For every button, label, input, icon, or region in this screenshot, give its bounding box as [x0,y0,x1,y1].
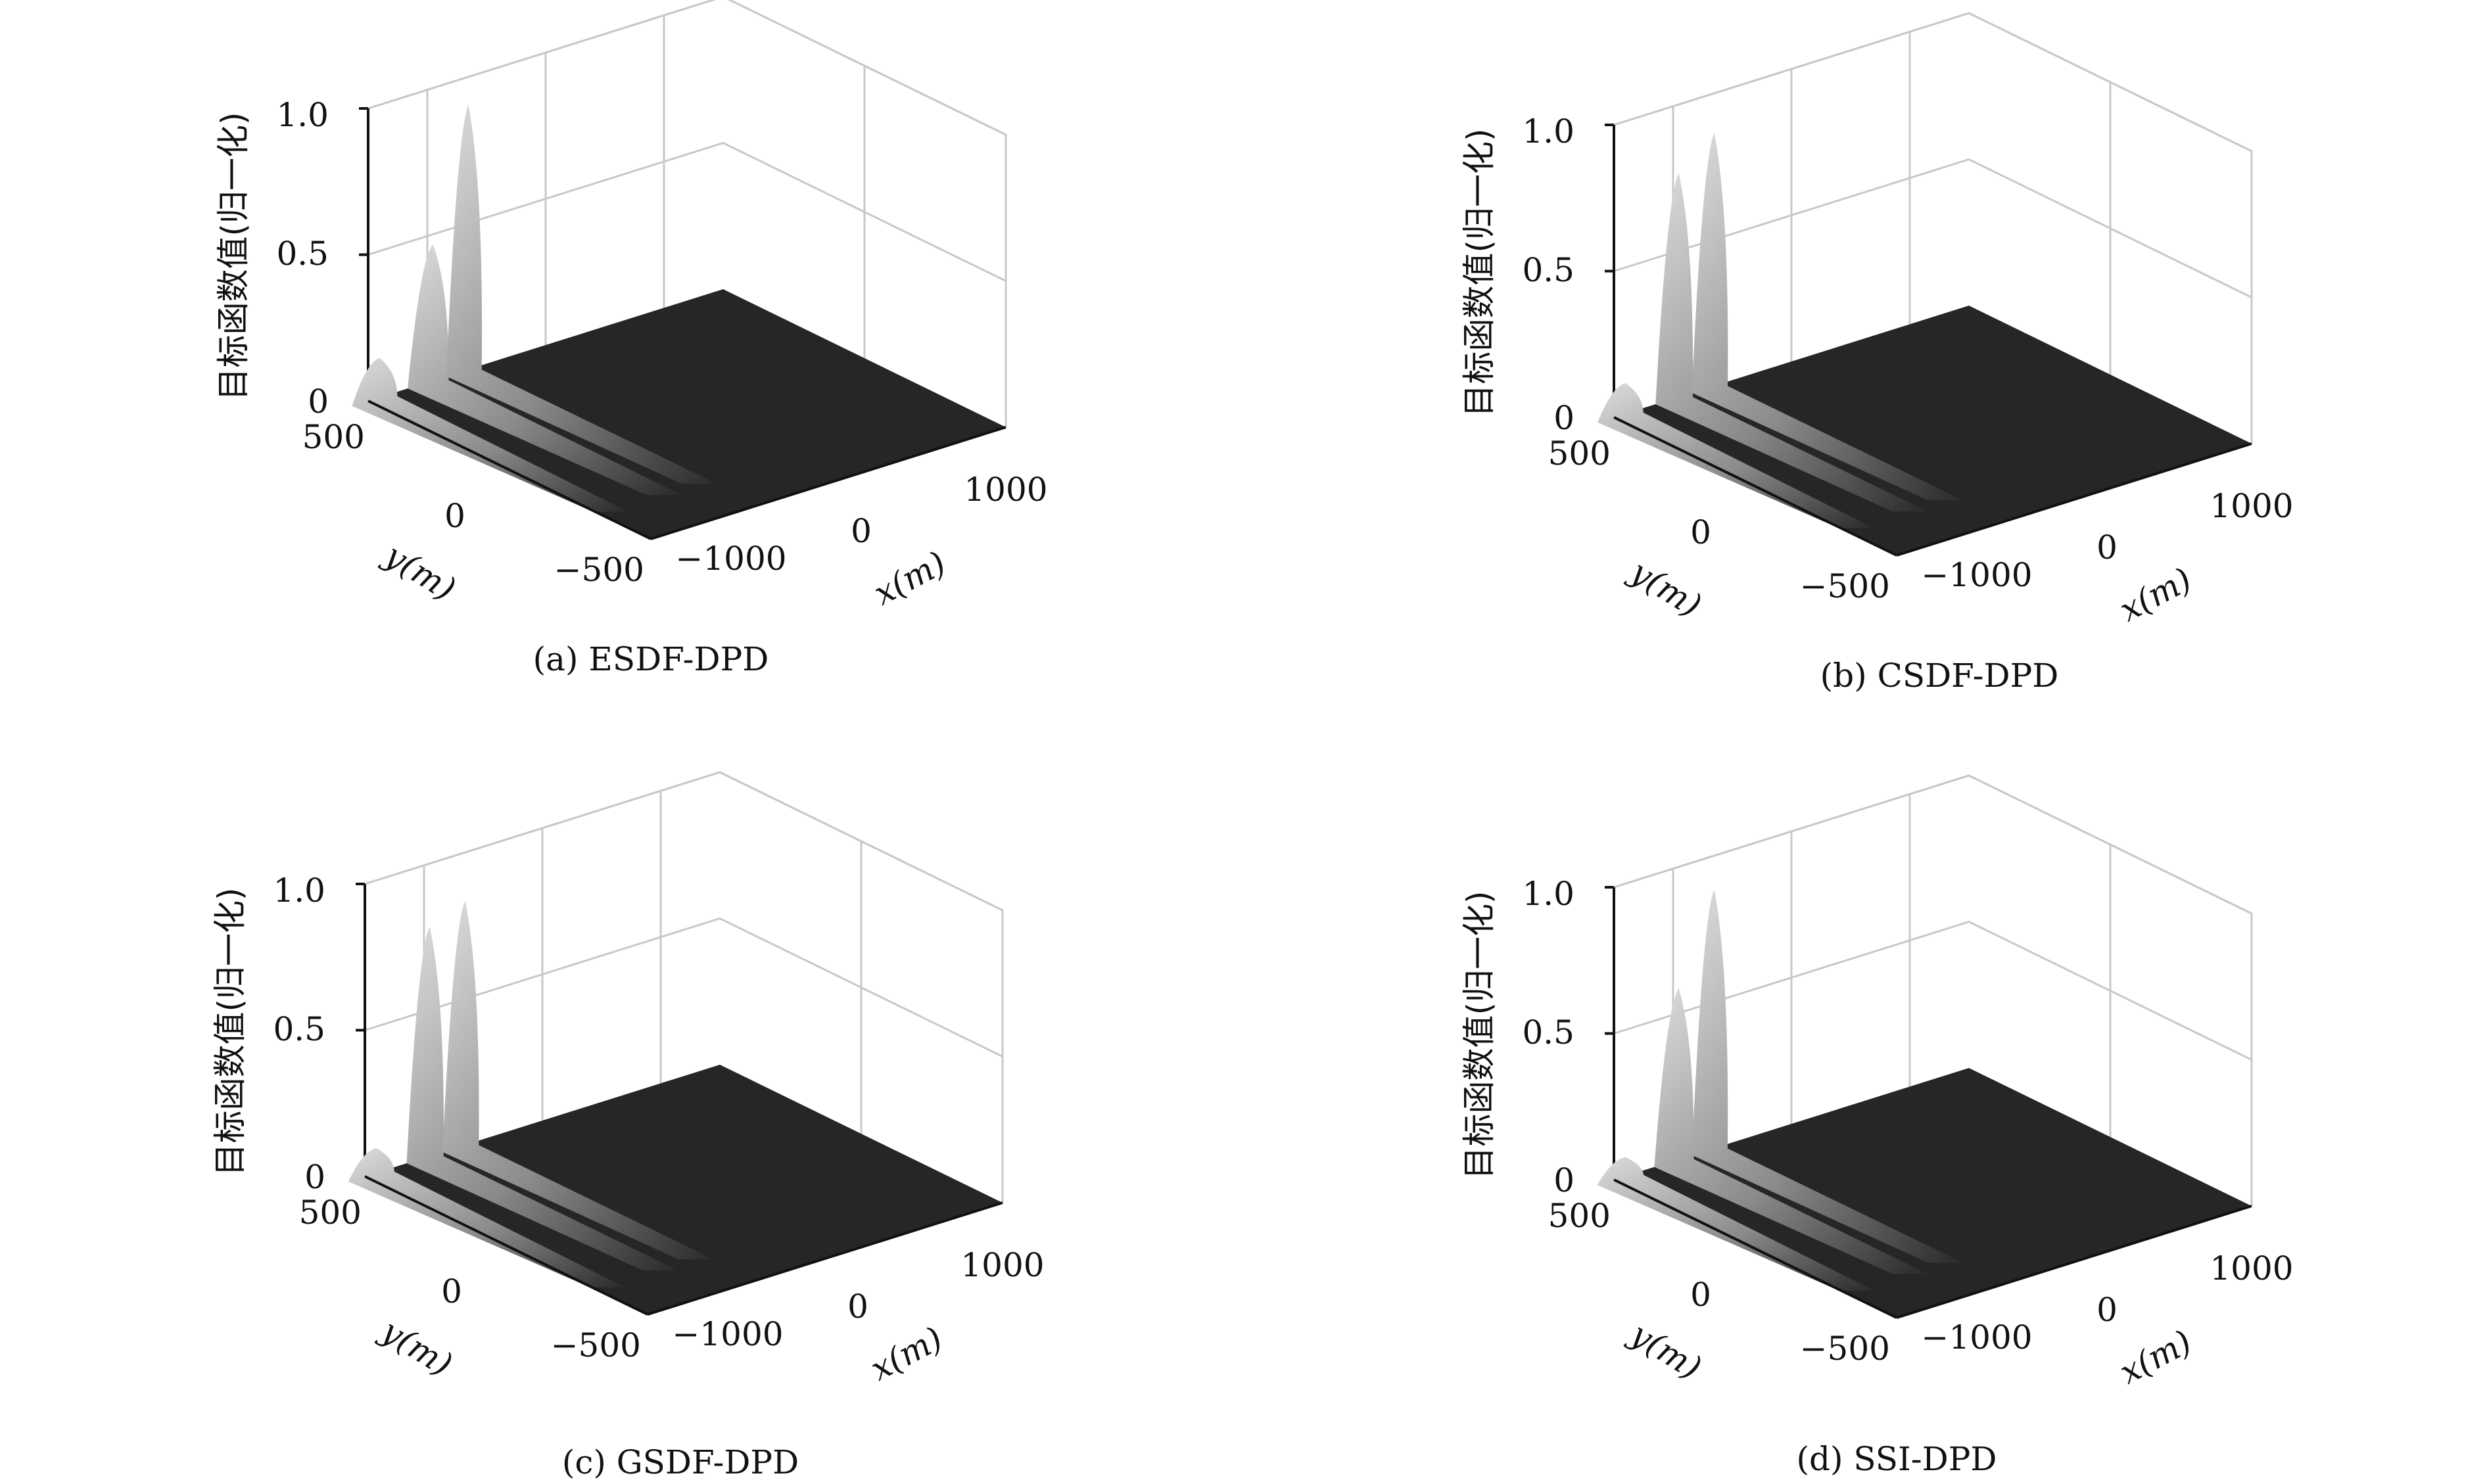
panel-d-z-gridline [1613,920,2252,1061]
panel-b-peak-1 [1655,173,1928,512]
panel-d-z-tick-0: 0 [1553,1161,1574,1199]
panel-a-y-label: y(m) [377,536,462,609]
panel-c-peak-0 [348,1148,626,1287]
panel-c-y-label: y(m) [373,1311,459,1384]
panel-a-surface [352,104,1006,540]
panel-b-x-tick-2: 1000 [2210,487,2293,525]
panel-d-caption: (d) SSI-DPD [1796,1440,1997,1478]
panel-b-x-tick-0: −1000 [1921,556,2032,594]
panel-b-ticks: 0 0.5 1.0 500 0 −500 −1000 0 1000 [1522,112,2293,605]
panel-d-z-tick-2: 1.0 [1522,875,1574,913]
panel-a-y-tick-2: −500 [554,551,644,589]
panel-a-caption: (a) ESDF-DPD [533,640,769,678]
panel-a-z-label: 目标函数值(归一化) [214,112,252,400]
panel-a-y-axis [367,400,651,540]
panel-d-z-label: 目标函数值(归一化) [1460,891,1498,1179]
panel-d-peak-1 [1654,988,1928,1274]
panel-a-z-tick-0: 0 [308,383,329,421]
panel-c-z-tick-2: 1.0 [273,871,325,910]
panel-c-y-tick-0: 500 [299,1194,362,1232]
panel-b-y-tick-1: 0 [1690,513,1711,551]
panel-a-x-axis [650,426,1006,540]
panel-d-y-tick-1: 0 [1690,1276,1711,1314]
panel-a-z-tick-2: 1.0 [276,96,329,134]
panel-c-surface [348,900,1003,1316]
panel-d-x-tick-0: −1000 [1921,1318,2032,1356]
panel-a-peak-1 [408,244,682,496]
panel-a-y-tick-0: 500 [302,418,365,456]
panel-c-y-tick-2: −500 [551,1326,641,1364]
panel-a-x-label: x(m) [868,544,952,613]
panel-a-z-tick-1: 0.5 [276,235,329,273]
panel-a-z-gridline [367,0,1006,136]
panel-d-y-tick-0: 500 [1548,1197,1611,1235]
panel-a-y-tick-1: 0 [444,497,465,535]
panel-a-peak-2 [446,104,718,484]
panel-c-x-axis [647,1201,1003,1316]
panel-b-y-tick-2: −500 [1800,567,1890,605]
panel-d: 0 0.5 1.0 500 0 −500 −1000 0 1000 目标函数值(… [1460,774,2294,1478]
panel-b-z-gridline [1613,12,2252,152]
panel-c-y-tick-1: 0 [441,1272,462,1310]
panel-c-z-tick-0: 0 [304,1158,325,1196]
panel-b-z-tick-0: 0 [1553,399,1574,437]
panel-c-x-tick-0: −1000 [672,1315,783,1353]
panel-b-x-label: x(m) [2114,560,2198,629]
panel-d-z-gridline [1613,774,2252,915]
panel-c-z-gridline [364,917,1003,1057]
panel-d-y-label: y(m) [1622,1314,1708,1387]
panel-d-ticks: 0 0.5 1.0 500 0 −500 −1000 0 1000 [1522,875,2293,1368]
panel-b: 0 0.5 1.0 500 0 −500 −1000 0 1000 目标函数值(… [1460,12,2294,695]
panel-d-surface [1597,889,2252,1319]
panel-d-x-label: x(m) [2114,1322,2198,1391]
panel-c-peak-2 [442,900,715,1260]
panel-b-z-gridline [1613,158,2252,298]
panel-d-x-axis [1896,1205,2252,1319]
panel-a-z-gridline [367,141,1006,282]
panel-c-x-tick-2: 1000 [960,1246,1044,1284]
panel-c-x-tick-1: 0 [847,1287,868,1326]
panel-d-peak-0 [1597,1157,1875,1291]
panel-c: 0 0.5 1.0 500 0 −500 −1000 0 1000 目标函数值(… [211,771,1045,1481]
panel-b-x-axis [1896,442,2252,557]
panel-b-z-tick-2: 1.0 [1522,112,1574,151]
panel-c-ticks: 0 0.5 1.0 500 0 −500 −1000 0 1000 [273,871,1044,1364]
panel-a-ticks: 0 0.5 1.0 500 0 −500 −1000 0 1000 [276,96,1047,589]
panel-d-peak-2 [1692,889,1964,1263]
panel-c-z-gridline [364,771,1003,912]
panel-a-x-tick-1: 0 [851,512,872,550]
panel-a-peak-0 [352,358,629,512]
panel-c-z-label: 目标函数值(归一化) [211,887,249,1176]
panel-c-z-tick-1: 0.5 [273,1010,325,1048]
panel-b-z-tick-1: 0.5 [1522,251,1574,289]
panel-a-grid [359,0,1007,427]
panel-d-y-tick-2: −500 [1800,1330,1890,1368]
panel-b-peak-0 [1598,383,1875,528]
panel-c-x-label: x(m) [864,1319,949,1388]
panel-a-x-tick-0: −1000 [675,540,786,578]
panel-a: 0 0.5 1.0 500 0 −500 −1000 0 1000 目标函数值(… [214,0,1048,678]
panel-b-surface [1598,133,2252,557]
panel-b-y-axis [1613,416,1897,557]
panel-d-z-tick-1: 0.5 [1522,1013,1574,1052]
panel-c-caption: (c) GSDF-DPD [562,1443,799,1481]
panel-b-y-tick-0: 500 [1548,434,1611,473]
panel-b-x-tick-1: 0 [2096,528,2118,567]
panel-c-peak-1 [406,926,679,1271]
panel-c-y-axis [364,1175,648,1316]
panel-a-x-tick-2: 1000 [964,471,1047,509]
panel-b-z-label: 目标函数值(归一化) [1460,128,1498,417]
panel-d-y-axis [1613,1178,1897,1319]
panel-b-caption: (b) CSDF-DPD [1820,657,2059,695]
panel-b-y-label: y(m) [1622,552,1708,625]
panel-d-x-tick-2: 1000 [2210,1249,2293,1287]
panel-b-peak-2 [1692,133,1964,501]
panel-d-x-tick-1: 0 [2096,1291,2118,1329]
